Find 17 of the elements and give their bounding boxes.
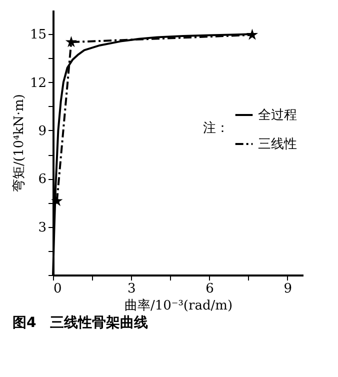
text: 图4 三线性骨架曲线 [12,315,148,331]
point [246,28,258,40]
y-tick-label: 15 [30,28,46,43]
x-tick-label: 0 [54,282,62,296]
legend-label: 全过程 [258,108,297,123]
y-tick-label: 9 [38,124,46,139]
x-tick-label: 3 [127,282,136,296]
y-axis-title: 弯矩/(10⁴kN·m) [10,94,27,192]
point [65,36,78,48]
x-tick-label: 9 [284,282,292,296]
y-tick-label: 6 [38,172,46,188]
legend-label: 三线性 [258,137,297,152]
y-tick-label: 3 [38,220,46,236]
x-axis-title: 曲率/10⁻³(rad/m) [124,298,233,314]
legend-title: 注： [203,121,229,136]
y-tick-label: 12 [30,76,46,91]
x-tick-label: 6 [206,282,214,296]
